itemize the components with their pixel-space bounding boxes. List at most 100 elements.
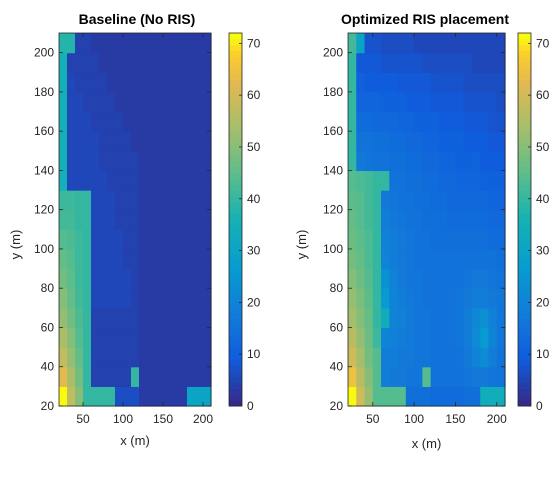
colorbar-tick-label: 10 <box>247 347 261 361</box>
colorbar-segment <box>229 318 242 325</box>
heatmap-cell <box>67 386 76 407</box>
heatmap-cell <box>139 347 148 368</box>
colorbar-segment <box>229 336 242 343</box>
heatmap-cell <box>356 190 366 211</box>
heatmap-cell <box>179 288 188 309</box>
colorbar-segment <box>229 254 242 261</box>
colorbar-segment <box>518 44 531 51</box>
heatmap-cell <box>163 229 172 250</box>
colorbar-segment <box>229 196 242 203</box>
heatmap-cell <box>438 386 448 407</box>
heatmap-cell <box>131 52 140 73</box>
heatmap-cell <box>75 170 84 191</box>
heatmap-cell <box>372 111 382 132</box>
chart-title-optimized: Optimized RIS placement <box>341 11 509 27</box>
colorbar-segment <box>518 359 531 366</box>
heatmap-cell <box>405 91 415 113</box>
heatmap-cell <box>83 111 92 132</box>
colorbar-segment <box>229 231 242 238</box>
heatmap-cell <box>364 347 374 368</box>
heatmap-cell <box>438 248 448 270</box>
heatmap-cell <box>139 33 148 54</box>
heatmap-cell <box>414 386 423 407</box>
colorbar-segment <box>518 301 531 308</box>
colorbar-ticks-optimized: 0 10 20 30 40 50 60 70 <box>528 36 550 413</box>
heatmap-cell <box>163 52 172 73</box>
heatmap-cell <box>364 111 374 132</box>
heatmap-cell <box>59 386 68 407</box>
heatmap-cell <box>438 33 448 54</box>
colorbar-segment <box>229 213 242 220</box>
heatmap-cells-optimized <box>348 33 506 407</box>
heatmap-cell <box>75 327 84 348</box>
heatmap-cell <box>59 229 68 250</box>
heatmap-cell <box>496 366 506 387</box>
heatmap-cell <box>389 386 399 407</box>
heatmap-cell <box>91 72 100 93</box>
colorbar-tick-label: 50 <box>247 140 261 154</box>
y-tick-label: 200 <box>34 46 54 60</box>
heatmap-cell <box>372 386 382 407</box>
heatmap-cell <box>372 327 382 348</box>
heatmap-cell <box>203 91 212 113</box>
heatmap-cell <box>447 307 457 329</box>
heatmap-cell <box>455 33 465 54</box>
heatmap-cell <box>107 150 116 172</box>
y-tick-label: 180 <box>34 85 54 99</box>
heatmap-cell <box>147 170 156 191</box>
heatmap-cell <box>83 268 92 289</box>
heatmap-cell <box>496 327 506 348</box>
colorbar-segment <box>229 388 242 395</box>
heatmap-cell <box>203 150 212 172</box>
heatmap-cell <box>389 209 399 230</box>
heatmap-cell <box>171 52 180 73</box>
heatmap-cell <box>107 268 116 289</box>
heatmap-cell <box>163 33 172 54</box>
heatmap-cell <box>438 229 448 250</box>
heatmap-cell <box>463 307 473 329</box>
heatmap-cell <box>83 209 92 230</box>
heatmap-cell <box>389 366 399 387</box>
heatmap-cell <box>348 288 357 309</box>
heatmap-cell <box>463 386 473 407</box>
heatmap-cell <box>195 366 204 387</box>
heatmap-cell <box>455 170 465 191</box>
heatmap-cell <box>195 33 204 54</box>
heatmap-cell <box>348 248 357 270</box>
colorbar-segment <box>229 376 242 384</box>
heatmap-cell <box>75 288 84 309</box>
heatmap-cell <box>471 52 481 73</box>
heatmap-cell <box>488 190 498 211</box>
colorbar-tick-label: 0 <box>247 399 254 413</box>
colorbar-segment <box>518 172 531 180</box>
heatmap-cell <box>59 209 68 230</box>
heatmap-cell <box>123 52 132 73</box>
heatmap-cell <box>463 366 473 387</box>
heatmap-cell <box>107 170 116 191</box>
heatmap-cell <box>389 52 399 73</box>
heatmap-cell <box>496 209 506 230</box>
heatmap-cell <box>447 248 457 270</box>
heatmap-cell <box>187 229 196 250</box>
heatmap-cell <box>107 307 116 329</box>
heatmap-cell <box>381 170 390 191</box>
heatmap-cell <box>414 268 423 289</box>
heatmap-cell <box>405 52 415 73</box>
heatmap-cell <box>364 150 374 172</box>
colorbar-segment <box>518 295 531 302</box>
heatmap-cell <box>91 248 100 270</box>
heatmap-cell <box>455 327 465 348</box>
heatmap-cell <box>75 248 84 270</box>
heatmap-cell <box>147 366 156 387</box>
heatmap-cell <box>155 288 164 309</box>
heatmap-cell <box>381 209 390 230</box>
heatmap-cell <box>372 347 382 368</box>
colorbar-tick-label: 40 <box>247 192 261 206</box>
heatmap-cell <box>405 170 415 191</box>
heatmap-cell <box>75 111 84 132</box>
heatmap-cell <box>463 347 473 368</box>
heatmap-cell <box>155 327 164 348</box>
heatmap-cell <box>155 229 164 250</box>
heatmap-cell <box>59 288 68 309</box>
heatmap-cell <box>163 209 172 230</box>
